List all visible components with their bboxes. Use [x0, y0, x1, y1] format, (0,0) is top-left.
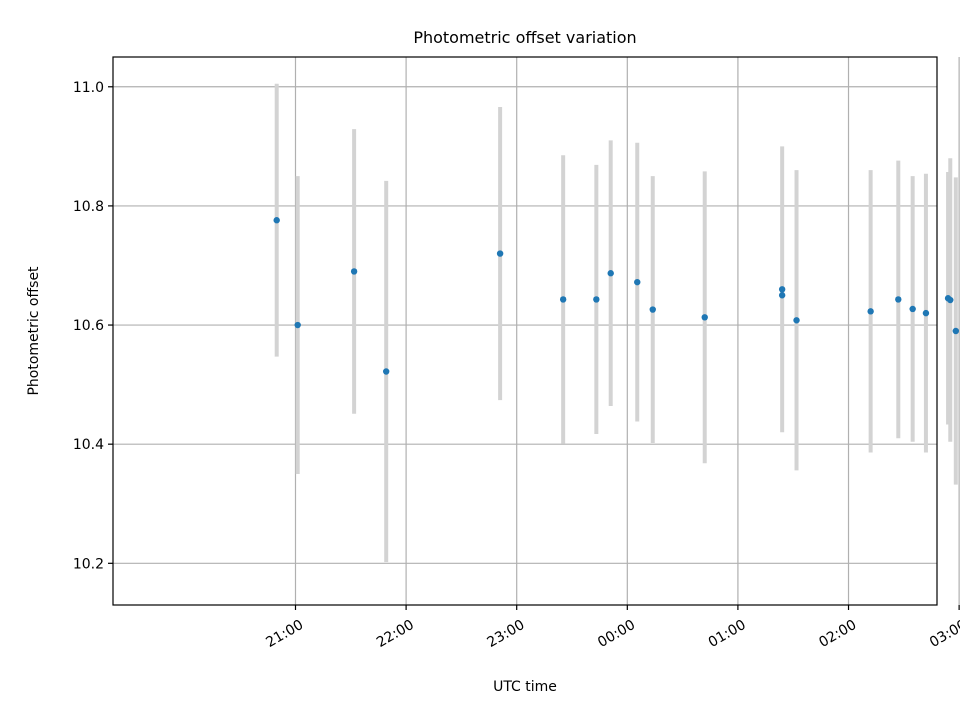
data-point: [607, 270, 614, 277]
y-tick-label: 10.6: [73, 318, 104, 334]
data-point: [294, 321, 301, 329]
data-point: [947, 296, 954, 304]
data-point: [382, 368, 390, 375]
data-point: [867, 308, 874, 315]
grid: [113, 57, 960, 605]
chart-title: Photometric offset variation: [413, 28, 636, 47]
data-point: [909, 305, 916, 313]
data-points: [273, 217, 960, 375]
data-point: [778, 292, 786, 299]
y-tick-label: 10.2: [73, 556, 104, 572]
data-point: [649, 306, 656, 313]
y-axis-label: Photometric offset: [26, 266, 42, 396]
data-point: [350, 268, 358, 275]
data-point: [559, 296, 567, 303]
data-point: [793, 317, 800, 324]
data-point: [952, 327, 960, 335]
x-axis-label: UTC time: [493, 679, 557, 695]
data-point: [778, 286, 786, 293]
y-tick-label: 10.4: [73, 437, 104, 453]
data-point: [496, 250, 504, 257]
data-point: [701, 314, 708, 321]
y-axis-ticks: 10.2 10.4 10.6 10.8 11.0: [73, 80, 113, 572]
data-point: [922, 309, 930, 317]
plot-frame: [112, 56, 938, 606]
data-point: [273, 217, 280, 224]
data-point: [895, 296, 902, 303]
data-point: [593, 296, 600, 303]
y-tick-label: 11.0: [73, 80, 104, 96]
data-point: [634, 278, 641, 286]
y-tick-label: 10.8: [73, 199, 104, 215]
